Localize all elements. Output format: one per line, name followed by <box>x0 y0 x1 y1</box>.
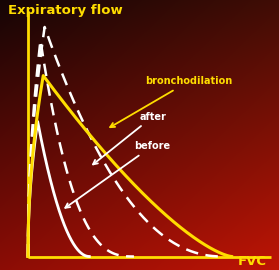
Text: after: after <box>93 112 166 164</box>
Text: Expiratory flow: Expiratory flow <box>8 4 123 17</box>
Text: FVC: FVC <box>237 255 266 268</box>
Text: before: before <box>65 141 170 208</box>
Text: bronchodilation: bronchodilation <box>110 76 232 127</box>
